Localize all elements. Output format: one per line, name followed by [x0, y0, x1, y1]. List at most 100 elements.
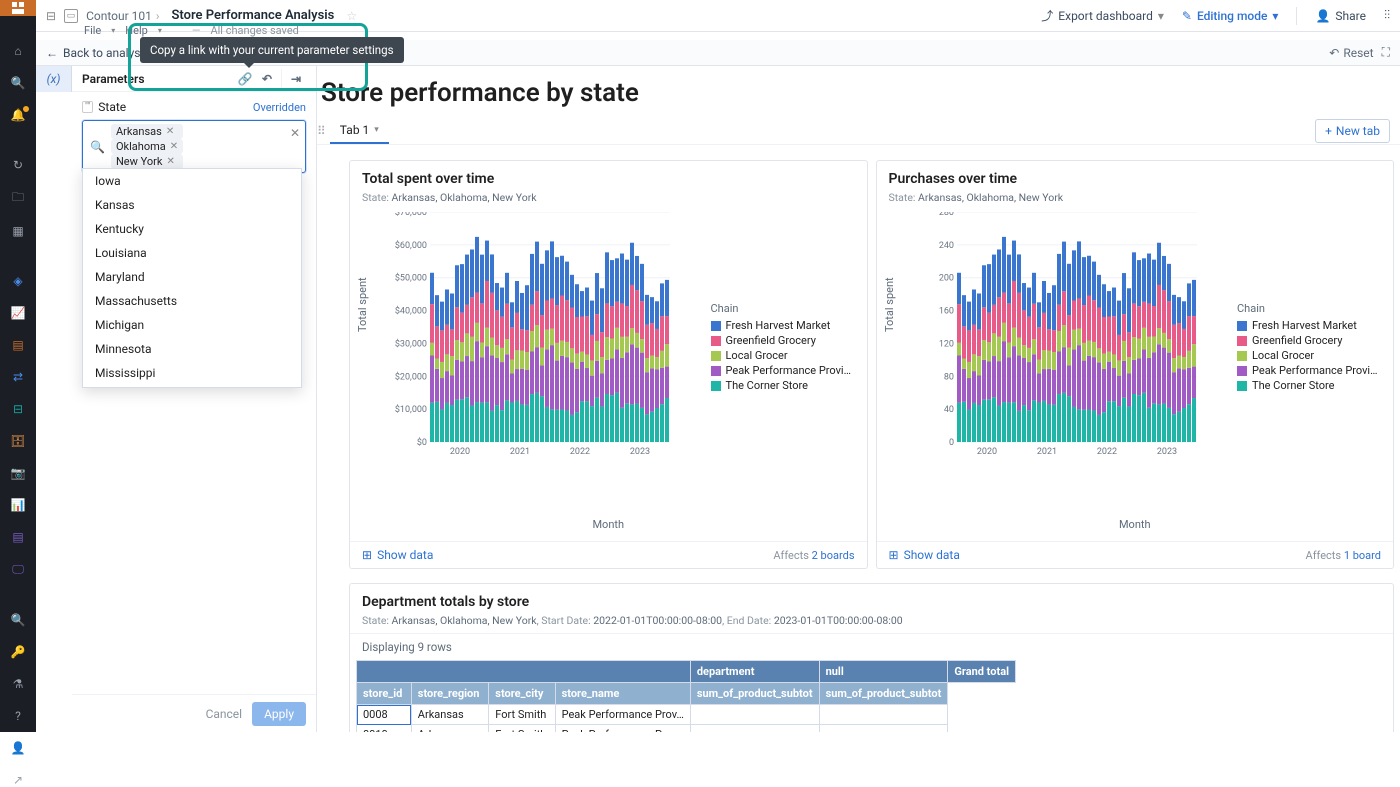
apply-button[interactable]: Apply [252, 702, 306, 726]
db-icon[interactable]: 🗄 [10, 434, 26, 448]
chart2-legend: ChainFresh Harvest MarketGreenfield Groc… [1237, 212, 1387, 502]
chart2-xlabel: Month [877, 512, 1394, 541]
list-icon[interactable]: ▤ [10, 530, 26, 544]
legend-item: Local Grocer [1237, 349, 1387, 362]
expand-icon[interactable]: ⛶ [1382, 45, 1390, 60]
fx-tab[interactable]: (x) [36, 66, 72, 92]
chart-icon[interactable]: 📈 [10, 306, 26, 320]
table-header-col[interactable]: store_region [411, 683, 489, 705]
collapse-icon[interactable]: ↗ [10, 773, 26, 787]
folder-icon[interactable]: 🗀 [10, 190, 26, 206]
monitor-icon[interactable]: 🖵 [10, 562, 26, 577]
legend-item: Greenfield Grocery [1237, 334, 1387, 347]
show-data-button[interactable]: ⊞Show data [362, 548, 433, 562]
dropdown-item[interactable]: Missouri [83, 385, 301, 388]
table-header-col[interactable]: store_city [489, 683, 555, 705]
show-data-button-2[interactable]: ⊞Show data [889, 548, 960, 562]
app-logo[interactable] [0, 0, 36, 16]
clear-all-icon[interactable]: ✕ [290, 126, 300, 140]
affects-link-2[interactable]: 1 board [1344, 549, 1381, 562]
tooltip: Copy a link with your current parameter … [140, 37, 404, 63]
affects-link[interactable]: 2 boards [812, 549, 855, 562]
dropdown-item[interactable]: Maryland [83, 265, 301, 289]
dropdown-item[interactable]: Kentucky [83, 217, 301, 241]
tab-1[interactable]: Tab 1▾ [330, 118, 389, 144]
dropdown-item[interactable]: Michigan [83, 313, 301, 337]
table-header-col[interactable]: sum_of_product_subtot [819, 683, 948, 705]
chart1-ylabel: Total spent [356, 277, 369, 332]
star-icon[interactable]: ☆ [346, 9, 357, 23]
person-icon: 👤 [1315, 9, 1330, 23]
svg-text:120: 120 [938, 339, 953, 349]
grid-icon[interactable]: ▦ [10, 224, 26, 238]
table-header-col[interactable]: store_name [555, 683, 690, 705]
undo-icon[interactable]: ↶ [257, 69, 277, 89]
link-icon[interactable]: 🔗 [235, 69, 255, 89]
dropdown-item[interactable]: Minnesota [83, 337, 301, 361]
upload-icon: ⤴ [1041, 7, 1053, 24]
dropdown-item[interactable]: Kansas [83, 193, 301, 217]
table-header-col[interactable]: store_id [357, 683, 412, 705]
svg-text:2023: 2023 [1156, 447, 1176, 457]
table-header-top: department [690, 661, 819, 683]
dropdown-item[interactable]: Massachusetts [83, 289, 301, 313]
table-header-top: Grand total [948, 661, 1016, 683]
chart2-ylabel: Total spent [883, 277, 896, 332]
search-icon[interactable]: 🔍 [10, 76, 26, 90]
state-dropdown[interactable]: IowaKansasKentuckyLouisianaMarylandMassa… [82, 168, 302, 388]
share-button[interactable]: 👤Share [1315, 9, 1366, 23]
home-icon[interactable]: ⌂ [10, 44, 26, 58]
file-menu[interactable]: File [84, 24, 101, 37]
beaker-icon[interactable]: ⚗ [10, 677, 26, 691]
data-table: departmentnullGrand totalstore_idstore_r… [356, 660, 1016, 732]
table-row[interactable]: 0010ArkansasFort SmithPeak Performance P… [357, 725, 1016, 733]
bell-icon[interactable]: 🔔 [10, 108, 26, 122]
drag-handle-icon[interactable]: ⠿ [317, 124, 326, 138]
table-icon: ⊞ [362, 548, 372, 562]
dropdown-item[interactable]: Louisiana [83, 241, 301, 265]
svg-text:280: 280 [938, 212, 953, 218]
search-icon: 🔍 [90, 140, 105, 154]
bars-icon[interactable]: 📊 [10, 498, 26, 512]
svg-text:2020: 2020 [450, 447, 470, 457]
list-icon[interactable]: ⇥ [286, 69, 306, 89]
avatar[interactable]: 👤 [10, 741, 26, 755]
table-row[interactable]: 0008ArkansasFort SmithPeak Performance P… [357, 705, 1016, 725]
parameters-panel: Parameters 🔗 ↶ ⇥ "" State Overridden 🔍 A… [72, 66, 317, 732]
filter-tag: Arkansas ✕ [111, 124, 183, 139]
dropdown-item[interactable]: Mississippi [83, 361, 301, 385]
export-button[interactable]: ⤴Export dashboard▾ [1041, 7, 1164, 24]
key-icon[interactable]: 🔑 [10, 645, 26, 659]
remove-tag-icon[interactable]: ✕ [166, 156, 174, 167]
filter-text-input[interactable] [186, 139, 196, 155]
pipe-icon[interactable]: ⊟ [10, 402, 26, 416]
flow-icon[interactable]: ⇄ [10, 370, 26, 384]
editing-mode-button[interactable]: ✎Editing mode▾ [1182, 9, 1279, 23]
camera-icon[interactable]: 📷 [10, 466, 26, 480]
state-filter-input[interactable]: 🔍 Arkansas ✕Oklahoma ✕New York ✕ ✕ [82, 120, 306, 173]
back-button[interactable]: ←Back to analysis [46, 46, 150, 60]
svg-text:2021: 2021 [510, 447, 530, 457]
reset-button[interactable]: ↶Reset [1329, 46, 1373, 60]
svg-text:0: 0 [948, 438, 953, 448]
history-icon[interactable]: ↻ [10, 158, 26, 172]
svg-text:$10,000: $10,000 [395, 404, 427, 415]
find-icon[interactable]: 🔍 [10, 613, 26, 627]
more-icon[interactable]: ⫶⫶ [1384, 8, 1390, 23]
new-tab-button[interactable]: +New tab [1315, 119, 1390, 143]
param-label: State [98, 100, 253, 114]
dropdown-item[interactable]: Iowa [83, 169, 301, 193]
overridden-link[interactable]: Overridden [253, 101, 306, 114]
help-menu[interactable]: Help [125, 24, 148, 37]
cube-icon[interactable]: ◈ [10, 274, 26, 288]
layers-icon[interactable]: ▤ [10, 338, 26, 352]
remove-tag-icon[interactable]: ✕ [170, 141, 178, 152]
chart1-title: Total spent over time [350, 161, 867, 191]
table-header-col[interactable]: sum_of_product_subtot [690, 683, 819, 705]
chart2-svg: 040801201602002402802020202120222023 [917, 212, 1197, 482]
remove-tag-icon[interactable]: ✕ [166, 126, 174, 137]
tab-bar: ⠿ Tab 1▾ +New tab [317, 118, 1400, 145]
help-icon[interactable]: ? [10, 709, 26, 723]
cancel-button[interactable]: Cancel [206, 707, 243, 721]
save-status: All changes saved [210, 24, 298, 37]
